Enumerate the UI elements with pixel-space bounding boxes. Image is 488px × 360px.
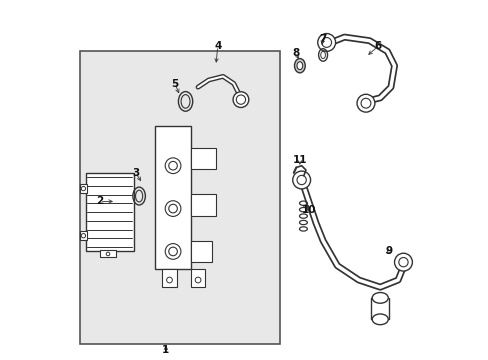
Bar xyxy=(190,269,205,287)
Text: 6: 6 xyxy=(374,41,381,51)
Text: 4: 4 xyxy=(214,41,221,51)
Ellipse shape xyxy=(371,314,387,325)
Bar xyxy=(80,184,86,193)
Ellipse shape xyxy=(296,62,302,69)
Text: 11: 11 xyxy=(292,156,306,165)
Text: 1: 1 xyxy=(162,345,169,355)
Text: 10: 10 xyxy=(301,205,315,215)
Bar xyxy=(85,173,134,251)
Bar xyxy=(155,126,190,269)
Bar xyxy=(100,250,116,257)
Text: 7: 7 xyxy=(319,34,326,44)
Bar xyxy=(80,231,86,240)
Circle shape xyxy=(394,253,411,271)
Text: 8: 8 xyxy=(292,48,299,58)
Bar xyxy=(190,241,212,262)
Bar xyxy=(190,148,216,169)
Circle shape xyxy=(233,92,248,108)
Bar xyxy=(162,269,176,287)
Text: 2: 2 xyxy=(96,197,103,206)
Ellipse shape xyxy=(371,293,387,303)
Circle shape xyxy=(317,33,335,51)
Text: 9: 9 xyxy=(385,247,392,256)
Ellipse shape xyxy=(294,59,305,73)
Circle shape xyxy=(292,171,310,189)
Text: 5: 5 xyxy=(171,78,178,89)
Circle shape xyxy=(356,94,374,112)
Text: 3: 3 xyxy=(132,168,139,178)
FancyBboxPatch shape xyxy=(80,51,280,344)
Bar xyxy=(190,194,216,216)
